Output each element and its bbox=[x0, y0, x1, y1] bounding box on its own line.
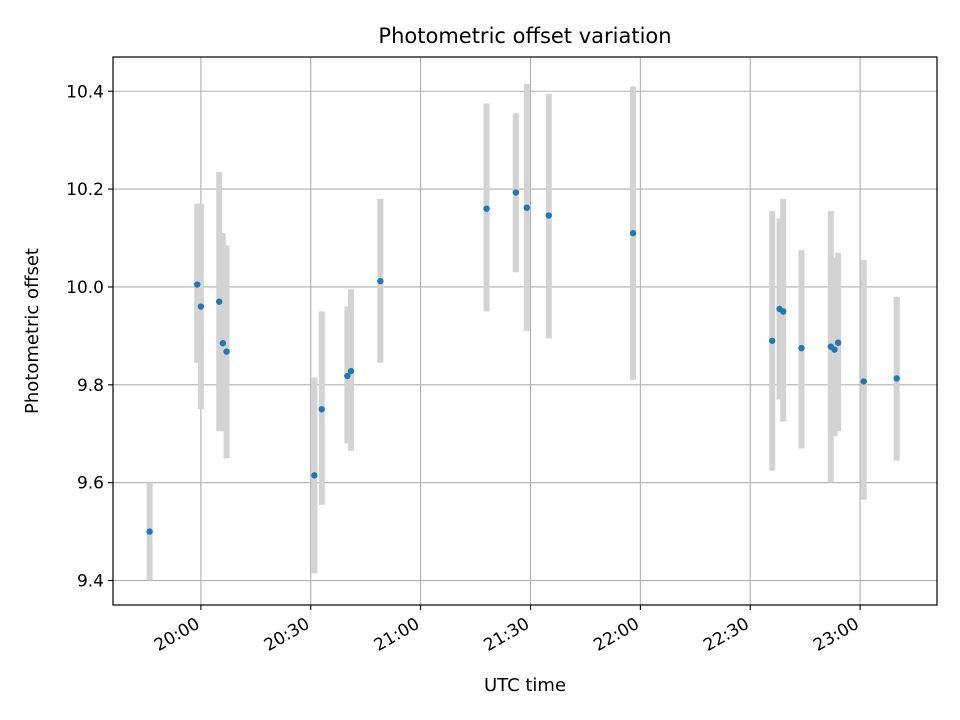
data-point bbox=[893, 375, 900, 382]
point-layer bbox=[146, 189, 900, 535]
data-point bbox=[219, 340, 227, 347]
data-point bbox=[223, 348, 230, 355]
data-point bbox=[318, 406, 325, 413]
x-axis-label: UTC time bbox=[484, 675, 566, 696]
x-tick-label: 20:00 bbox=[151, 614, 203, 656]
y-tick-label: 10.4 bbox=[66, 82, 104, 102]
y-tick-label: 9.6 bbox=[77, 474, 104, 494]
x-tick-label: 22:00 bbox=[590, 614, 642, 656]
data-point bbox=[197, 303, 205, 310]
data-point bbox=[831, 346, 838, 353]
y-axis-label: Photometric offset bbox=[22, 248, 43, 414]
data-point bbox=[629, 229, 637, 237]
data-point bbox=[523, 204, 531, 211]
data-point bbox=[344, 372, 351, 380]
y-tick-label: 10.2 bbox=[66, 180, 104, 200]
errorbar-layer bbox=[146, 83, 900, 581]
y-tick-label: 10.0 bbox=[66, 278, 104, 298]
x-tick-label: 23:00 bbox=[810, 614, 862, 656]
data-point bbox=[146, 528, 153, 535]
x-tick-label: 20:30 bbox=[261, 614, 313, 656]
data-point bbox=[512, 189, 520, 196]
data-point bbox=[545, 212, 553, 219]
data-point bbox=[779, 308, 787, 315]
data-point bbox=[860, 378, 867, 385]
data-point bbox=[347, 367, 355, 375]
data-point bbox=[311, 472, 318, 479]
data-point bbox=[194, 281, 201, 288]
x-tick-label: 22:30 bbox=[700, 614, 752, 656]
x-tick-label: 21:30 bbox=[481, 614, 533, 656]
y-tick-label: 9.8 bbox=[77, 376, 104, 396]
chart-title: Photometric offset variation bbox=[378, 24, 671, 48]
tick-layer: 20:00 20:30 21:00 21:30 22:00 22:30 23:00 9.4 9.… bbox=[66, 82, 862, 656]
data-point bbox=[798, 344, 805, 352]
data-point bbox=[377, 277, 384, 285]
y-tick-label: 9.4 bbox=[77, 572, 104, 592]
data-point bbox=[834, 339, 842, 346]
plot-area-frame bbox=[112, 56, 938, 606]
data-point bbox=[483, 205, 490, 212]
x-tick-label: 21:00 bbox=[371, 614, 423, 656]
data-point bbox=[769, 337, 776, 344]
data-point bbox=[216, 298, 223, 305]
